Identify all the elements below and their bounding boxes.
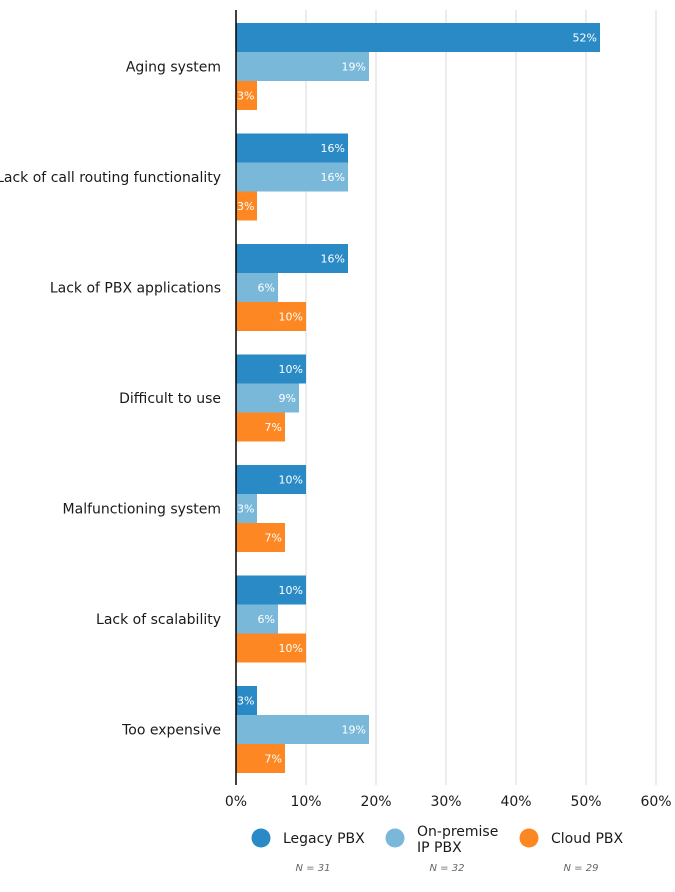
x-tick-label: 10% [290, 794, 321, 810]
x-tick-label: 20% [360, 794, 391, 810]
bar [236, 465, 306, 494]
gridlines [305, 10, 657, 785]
bar [236, 715, 369, 744]
category-label: Lack of call routing functionality [0, 170, 221, 186]
bar-value-label: 19% [342, 61, 366, 74]
bar-value-label: 7% [265, 532, 282, 545]
category-label: Lack of PBX applications [50, 281, 221, 297]
legend-label: On-premise [417, 824, 498, 840]
x-axis-ticks: 0% 10% 20% 30% 40% 50% 60% [225, 794, 672, 810]
bar-value-label: 10% [279, 584, 303, 597]
bar-value-label: 7% [265, 421, 282, 434]
bar [236, 744, 285, 773]
category-labels: Aging system Lack of call routing functio… [0, 60, 221, 739]
bar [236, 81, 257, 110]
x-tick-label: 40% [500, 794, 531, 810]
legend-swatch [251, 828, 271, 848]
bar [236, 244, 348, 273]
x-tick-label: 50% [570, 794, 601, 810]
bar-value-label: 3% [237, 200, 254, 213]
legend-item: Cloud PBX N = 29 [519, 828, 623, 874]
bar-value-label: 16% [321, 253, 345, 266]
legend-item: Legacy PBX N = 31 [251, 828, 365, 874]
bar-value-label: 52% [573, 32, 597, 45]
bar-value-label: 16% [321, 142, 345, 155]
bar [236, 191, 257, 221]
legend-label: Legacy PBX [283, 831, 365, 847]
bar [236, 23, 600, 52]
bar-value-label: 6% [258, 613, 275, 626]
bar-value-label: 19% [342, 724, 366, 737]
bar-value-label: 3% [237, 695, 254, 708]
sample-size-label: N = 29 [564, 863, 599, 874]
bar-value-label: 3% [237, 503, 254, 516]
category-label: Aging system [126, 60, 221, 76]
bar [236, 162, 348, 192]
legend-label: Cloud PBX [551, 831, 623, 847]
bar-value-label: 10% [279, 311, 303, 324]
bar-value-label: 10% [279, 642, 303, 655]
bar [236, 494, 257, 523]
sample-size-label: N = 32 [430, 863, 465, 874]
x-tick-label: 30% [430, 794, 461, 810]
bar-value-label: 16% [321, 171, 345, 184]
bar-value-label: 10% [279, 474, 303, 487]
bar [236, 302, 306, 331]
bar [236, 604, 278, 634]
sample-size-label: N = 31 [296, 863, 331, 874]
legend-swatch [519, 828, 539, 848]
x-tick-label: 60% [640, 794, 671, 810]
bar [236, 52, 369, 81]
bar-value-label: 3% [237, 90, 254, 103]
legend-label: IP PBX [417, 840, 462, 856]
x-tick-label: 0% [225, 794, 247, 810]
bar [236, 412, 285, 442]
bar [236, 273, 278, 302]
legend-swatch [385, 828, 405, 848]
bar [236, 633, 306, 663]
bar-value-label: 10% [279, 363, 303, 376]
bar [236, 133, 348, 163]
bar [236, 686, 257, 715]
category-label: Lack of scalability [96, 612, 221, 628]
category-label: Difficult to use [119, 391, 221, 407]
bar-value-label: 6% [258, 282, 275, 295]
bar-value-label: 7% [265, 753, 282, 766]
bars: 52% 19% 3% 16% 16% 3% 16% 6% 10% 10% 9% 7% 10% 3% 7% 10… [236, 23, 600, 773]
bar [236, 575, 306, 605]
category-label: Too expensive [121, 723, 221, 739]
bar [236, 523, 285, 552]
bar-value-label: 9% [279, 392, 296, 405]
category-label: Malfunctioning system [63, 502, 221, 518]
bar [236, 354, 306, 384]
bar [236, 383, 299, 413]
